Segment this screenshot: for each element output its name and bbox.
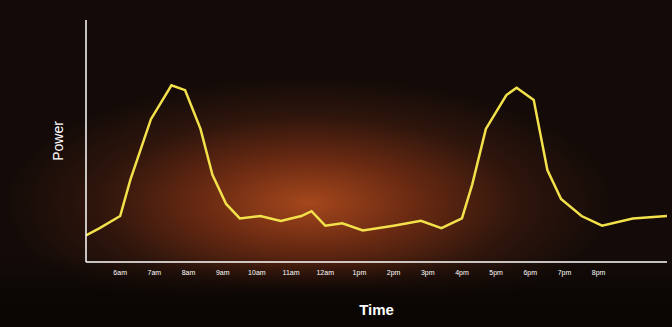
svg-text:10am: 10am: [248, 269, 266, 276]
svg-text:3pm: 3pm: [421, 269, 435, 277]
svg-text:9am: 9am: [216, 269, 230, 276]
svg-text:5pm: 5pm: [489, 269, 503, 277]
svg-text:7am: 7am: [148, 269, 162, 276]
svg-text:11am: 11am: [283, 269, 300, 276]
svg-text:8am: 8am: [182, 269, 196, 276]
svg-text:2pm: 2pm: [387, 269, 401, 277]
svg-text:12am: 12am: [316, 269, 334, 276]
svg-text:6am: 6am: [113, 269, 127, 276]
svg-text:4pm: 4pm: [455, 269, 469, 277]
svg-text:8pm: 8pm: [592, 269, 606, 277]
svg-text:Time: Time: [359, 301, 394, 318]
svg-text:Power: Power: [50, 121, 66, 161]
svg-text:7pm: 7pm: [558, 269, 572, 277]
svg-text:1pm: 1pm: [353, 269, 367, 277]
svg-text:6pm: 6pm: [523, 269, 537, 277]
